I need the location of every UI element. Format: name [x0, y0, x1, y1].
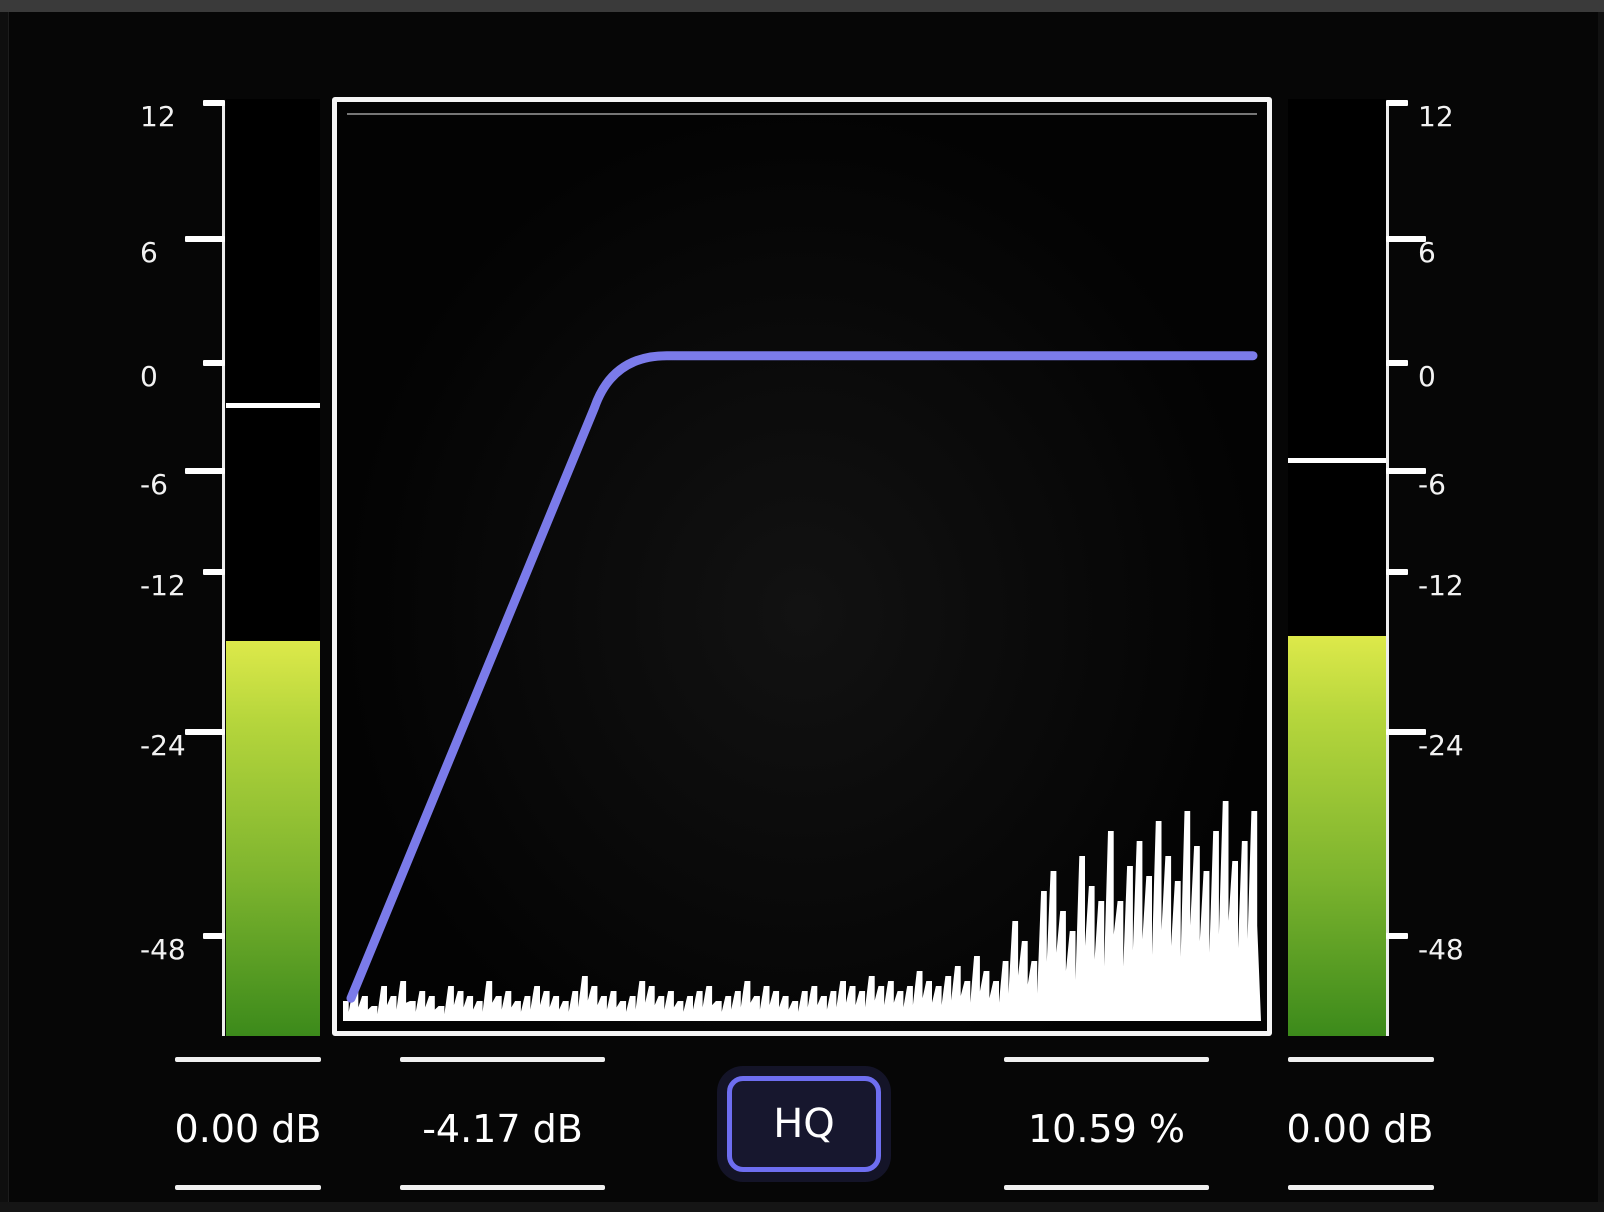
in-meter-scale-label: 6 — [140, 236, 158, 269]
window-left-edge — [0, 12, 9, 1202]
out-meter-scale-label: -12 — [1418, 569, 1464, 602]
in-meter-tick — [185, 236, 225, 242]
input-gain-readout[interactable]: 0.00 dB — [174, 1107, 322, 1151]
output-readout-bottom-rule — [1288, 1185, 1434, 1190]
out-meter-tick — [1386, 100, 1408, 106]
output-gain-readout[interactable]: 0.00 dB — [1286, 1107, 1434, 1151]
input-readout-bottom-rule — [175, 1185, 321, 1190]
out-meter-fill — [1288, 636, 1386, 1036]
in-meter-fill — [226, 641, 320, 1036]
out-meter-tick — [1386, 933, 1408, 939]
in-meter-tick — [203, 360, 225, 366]
window-bottom-edge — [0, 1202, 1604, 1212]
out-meter-scale-label: 6 — [1418, 236, 1436, 269]
in-meter-scale-label: -12 — [140, 569, 186, 602]
in-meter-tick — [203, 100, 225, 106]
out-meter-scale-label: 0 — [1418, 360, 1436, 393]
input-readout-top-rule — [175, 1057, 321, 1062]
hq-toggle-button[interactable]: HQ — [727, 1076, 881, 1172]
out-meter-scale-label: 12 — [1418, 100, 1454, 133]
in-meter-scale-label: -48 — [140, 933, 186, 966]
mix-readout-bottom-rule — [1004, 1185, 1209, 1190]
out-meter-tick — [1386, 569, 1408, 575]
in-meter-tick — [185, 729, 225, 735]
in-meter-scale-label: -24 — [140, 729, 186, 762]
in-meter-scale-label: 12 — [140, 100, 176, 133]
window-top-bar — [0, 0, 1604, 12]
mix-readout[interactable]: 10.59 % — [1028, 1107, 1185, 1151]
out-meter-scale-line — [1386, 101, 1389, 1036]
spectrum-analyzer — [343, 801, 1261, 1021]
out-meter-scale-label: -48 — [1418, 933, 1464, 966]
out-meter-tick — [1386, 729, 1426, 735]
in-meter-scale-label: -6 — [140, 468, 168, 501]
mix-readout-top-rule — [1004, 1057, 1209, 1062]
out-meter-tick — [1386, 360, 1408, 366]
out-meter-tick — [1386, 236, 1426, 242]
out-meter-tick — [1386, 468, 1426, 474]
out-meter-peak-hold — [1288, 458, 1386, 464]
gain-readout-bottom-rule — [400, 1185, 605, 1190]
out-meter-scale-label: -24 — [1418, 729, 1464, 762]
output-readout-top-rule — [1288, 1057, 1434, 1062]
filter-response-curve[interactable] — [346, 351, 1258, 1003]
frequency-response-graph[interactable] — [332, 97, 1272, 1036]
in-meter-scale-line — [222, 101, 225, 1036]
filter-gain-readout[interactable]: -4.17 dB — [422, 1107, 583, 1151]
out-meter-scale-label: -6 — [1418, 468, 1446, 501]
in-meter-tick — [203, 933, 225, 939]
in-meter-tick — [203, 569, 225, 575]
in-meter-tick — [185, 468, 225, 474]
in-meter-peak-hold — [226, 402, 320, 408]
gain-readout-top-rule — [400, 1057, 605, 1062]
window-right-edge — [1598, 12, 1604, 1202]
filter-curve-plot — [343, 113, 1261, 1021]
in-meter-scale-label: 0 — [140, 360, 158, 393]
